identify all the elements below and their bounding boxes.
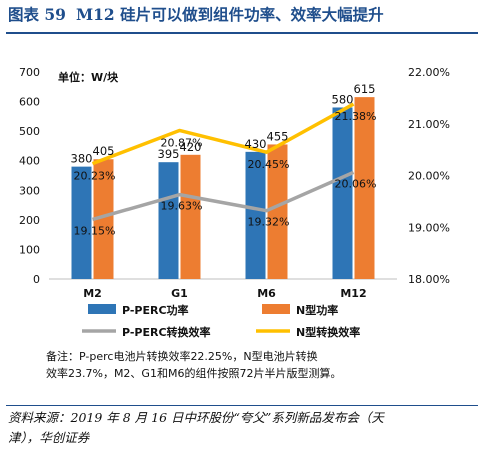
line-value-label: 20.87%: [161, 136, 203, 149]
y-left-tick-label: 400: [19, 155, 40, 168]
line-ntype-efficiency: [91, 102, 355, 166]
y-left-tick-label: 200: [19, 214, 40, 227]
legend-label: N型功率: [296, 303, 338, 317]
line-value-label: 21.38%: [335, 110, 377, 123]
x-tick-label: M2: [83, 287, 102, 300]
line-value-label: 20.06%: [335, 177, 377, 190]
y-left-tick-label: 100: [19, 243, 40, 256]
bar-value-label: 395: [158, 147, 180, 161]
bar-pperc: [71, 166, 92, 279]
source-line-2: 津），华创证券: [8, 430, 90, 445]
bar-value-label: 405: [93, 144, 115, 158]
bar-pperc: [158, 162, 179, 279]
bar-ntype: [354, 97, 375, 279]
combo-chart: 0 100 200 300 400 500 600 700 18.00% 19.00% 20.00%…: [19, 66, 450, 339]
y-right-tick-label: 21.00%: [408, 118, 450, 131]
bar-pperc: [245, 151, 266, 279]
figure-number: 图表 59: [8, 5, 66, 24]
bar-value-label: 615: [354, 82, 376, 96]
source-line-1: 资料来源：2019 年 8 月 16 日中环股份“夸父”系列新品发布会（天: [8, 410, 384, 425]
y-right-tick-label: 18.00%: [408, 273, 450, 286]
source-divider: [6, 405, 478, 406]
bar-value-label: 380: [71, 152, 93, 166]
bar-pperc: [332, 107, 353, 279]
line-pperc-efficiency: [92, 170, 355, 222]
note-line-1: 备注：P-perc电池片转换效率22.25%，N型电池片转换: [46, 350, 318, 363]
legend-label: N型转换效率: [296, 325, 360, 339]
x-tick-label: G1: [171, 287, 188, 300]
bar-value-label: 430: [245, 137, 267, 151]
legend-label: P-PERC功率: [122, 303, 189, 317]
x-tick-label: M12: [340, 287, 366, 300]
y-right-tick-label: 22.00%: [408, 66, 450, 79]
unit-label: 单位：W/块: [58, 70, 119, 84]
chart-note: 备注：P-perc电池片转换效率22.25%，N型电池片转换 效率23.7%，M…: [46, 348, 476, 382]
x-tick-label: M6: [257, 287, 276, 300]
source-citation: 资料来源：2019 年 8 月 16 日中环股份“夸父”系列新品发布会（天 津）…: [8, 408, 478, 448]
line-value-label: 19.32%: [248, 216, 290, 229]
figure-title-text: M12 硅片可以做到组件功率、效率大幅提升: [75, 5, 384, 24]
y-left-tick-label: 700: [19, 66, 40, 79]
y-left-tick-label: 300: [19, 184, 40, 197]
bar-value-label: 420: [180, 140, 202, 154]
bar-ntype: [267, 144, 288, 279]
title-divider: [6, 32, 478, 34]
bar-ntype: [180, 154, 201, 279]
y-right-tick-label: 20.00%: [408, 170, 450, 183]
bar-value-label: 580: [332, 92, 354, 106]
note-line-2: 效率23.7%，M2、G1和M6的组件按照72片半片版型测算。: [46, 367, 342, 380]
line-value-label: 19.63%: [161, 200, 203, 213]
y-left-tick-label: 600: [19, 96, 40, 109]
legend-swatch: [88, 304, 116, 314]
line-value-label: 20.23%: [74, 170, 116, 183]
bar-value-label: 455: [267, 129, 289, 143]
bar-ntype: [93, 159, 114, 279]
legend-label: P-PERC转换效率: [122, 325, 211, 339]
y-left-tick-label: 0: [33, 273, 40, 286]
figure-title: 图表 59 M12 硅片可以做到组件功率、效率大幅提升: [8, 3, 478, 27]
line-value-label: 20.45%: [248, 158, 290, 171]
legend-swatch: [262, 304, 290, 314]
line-value-label: 19.15%: [74, 224, 116, 237]
y-left-tick-label: 500: [19, 125, 40, 138]
y-right-tick-label: 19.00%: [408, 221, 450, 234]
